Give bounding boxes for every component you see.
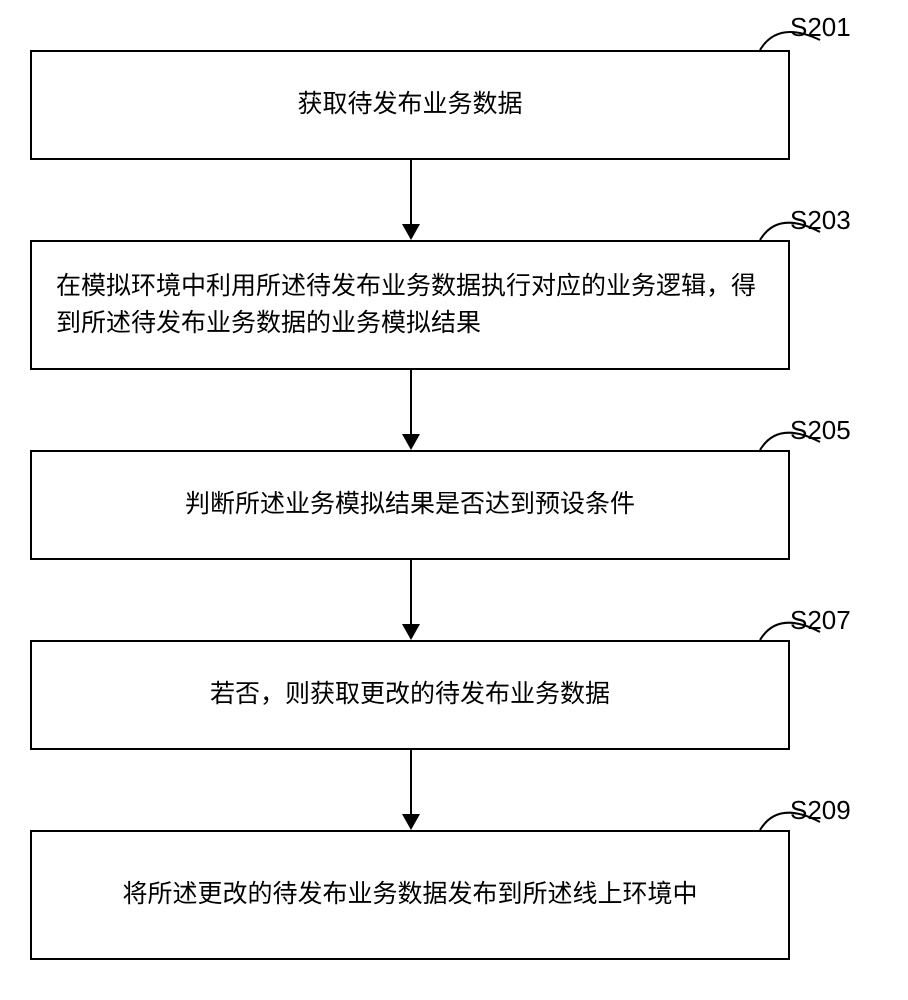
label-s201: S201	[790, 12, 851, 43]
label-s205: S205	[790, 415, 851, 446]
node-s205: 判断所述业务模拟结果是否达到预设条件	[30, 450, 790, 560]
node-s207-text: 若否，则获取更改的待发布业务数据	[210, 676, 610, 714]
label-s203: S203	[790, 205, 851, 236]
node-s203: 在模拟环境中利用所述待发布业务数据执行对应的业务逻辑，得到所述待发布业务数据的业…	[30, 240, 790, 370]
node-s207: 若否，则获取更改的待发布业务数据	[30, 640, 790, 750]
flowchart-canvas: 获取待发布业务数据 S201 在模拟环境中利用所述待发布业务数据执行对应的业务逻…	[0, 0, 908, 1000]
label-s207: S207	[790, 605, 851, 636]
label-s209: S209	[790, 795, 851, 826]
node-s209: 将所述更改的待发布业务数据发布到所述线上环境中	[30, 830, 790, 960]
node-s201: 获取待发布业务数据	[30, 50, 790, 160]
node-s201-text: 获取待发布业务数据	[297, 86, 522, 124]
node-s205-text: 判断所述业务模拟结果是否达到预设条件	[185, 486, 635, 524]
node-s203-text: 在模拟环境中利用所述待发布业务数据执行对应的业务逻辑，得到所述待发布业务数据的业…	[56, 268, 764, 343]
node-s209-text: 将所述更改的待发布业务数据发布到所述线上环境中	[122, 876, 697, 914]
